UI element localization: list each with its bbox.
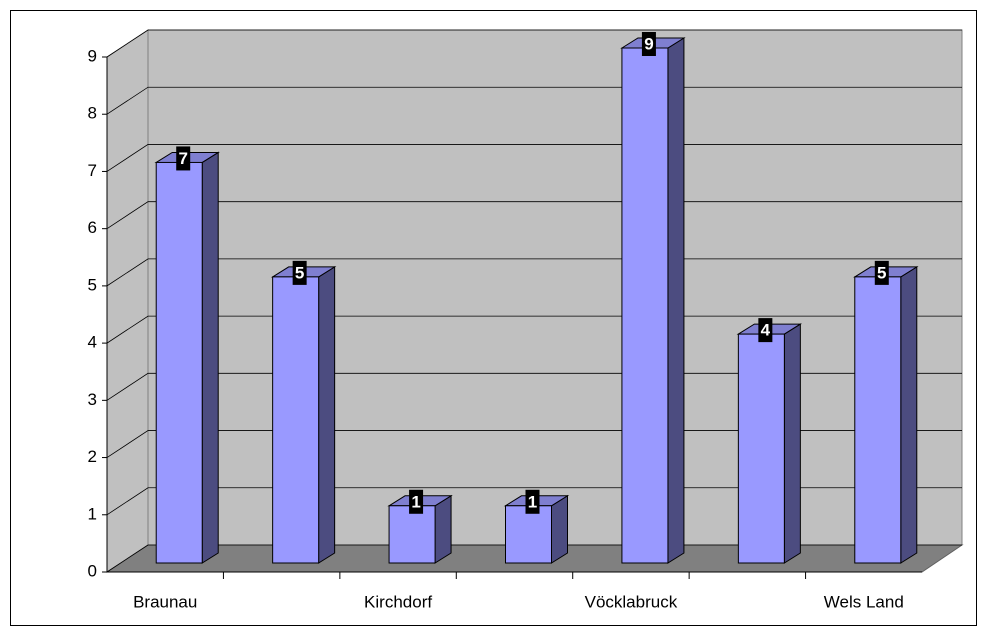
bar-side [434,494,452,564]
y-tick-label: 0 [88,561,97,580]
grid-line [106,315,962,344]
y-tick-label: 9 [88,46,97,65]
value-label: 5 [295,263,304,282]
grid-line [106,544,962,573]
bar [270,265,337,564]
x-tick-label: Wels Land [824,592,904,611]
bar-front [155,161,203,564]
bar-front [505,505,552,564]
bar-side [318,265,336,564]
value-label-bg [874,260,889,285]
y-tick-label: 6 [88,218,97,237]
y-tick-label: 2 [88,447,97,466]
bar [736,323,803,564]
x-tick-label: Braunau [133,592,197,611]
value-label-bg [525,489,540,514]
x-tick-label: Kirchdorf [364,592,432,611]
value-label-bg [409,489,424,514]
grid-line [106,372,962,401]
value-label: 9 [644,34,653,53]
y-tick-label: 8 [88,104,97,123]
value-label-bg [641,32,656,56]
bar [853,265,919,564]
y-tick-label: 7 [88,161,97,180]
bar-side [900,265,918,564]
grid-line [106,29,962,58]
bar-front [388,505,436,564]
back-wall [147,29,963,546]
bar-side [201,151,219,564]
grid-line [106,430,962,458]
value-label: 1 [528,492,537,511]
bar [620,37,686,564]
value-label: 5 [877,263,886,282]
grid-line [106,201,962,230]
value-label-bg [176,146,191,171]
value-label-bg [292,260,307,285]
bar-side [551,494,568,564]
y-tick-label: 5 [88,275,97,294]
y-tick-label: 3 [88,390,97,409]
bar-front [621,47,669,564]
value-label: 4 [761,321,771,340]
y-tick-label: 1 [88,504,97,523]
bar-front [854,276,902,564]
bar-side [783,323,801,564]
side-wall [106,29,149,573]
grid-line [106,144,962,172]
bar [154,151,220,564]
y-tick-label: 4 [88,333,97,352]
value-label: 1 [411,492,420,511]
value-label-bg [758,318,773,343]
bar-front [737,333,785,564]
bar [387,494,453,564]
bar-front [272,276,320,564]
x-tick-label: Vöcklabruck [585,592,678,611]
bar-side [667,37,685,564]
grid-line [106,258,962,287]
value-label: 7 [178,149,187,168]
grid-line [106,86,962,115]
grid-line [106,487,962,516]
